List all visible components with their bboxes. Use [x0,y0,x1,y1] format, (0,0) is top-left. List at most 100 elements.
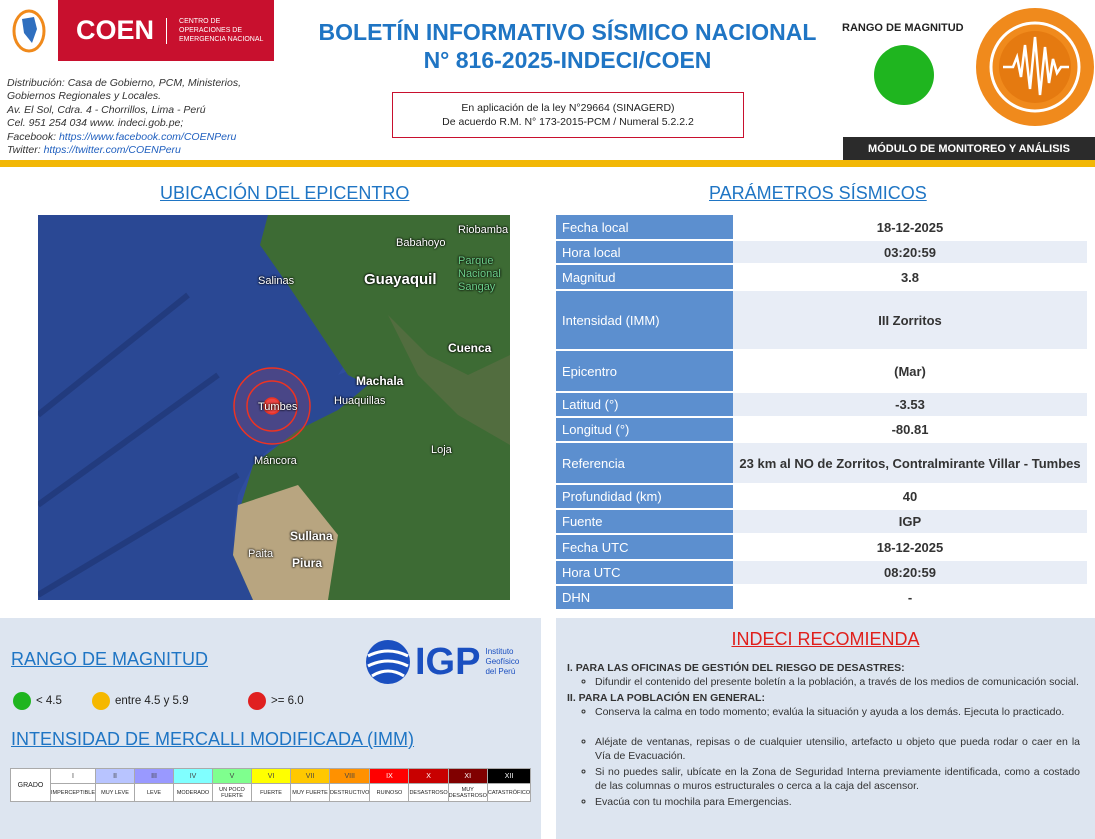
mercalli-level: XII [486,768,532,784]
param-row: Latitud (°) -3.53 [556,393,1087,416]
param-row: Fuente IGP [556,510,1087,533]
param-row: Magnitud 3.8 [556,265,1087,289]
mercalli-level: VIII [329,768,371,784]
param-label: DHN [556,586,733,609]
param-row: Epicentro (Mar) [556,351,1087,391]
param-row: Hora UTC 08:20:59 [556,561,1087,584]
mercalli-description: FUERTE [251,783,292,802]
map-label: Parque Nacional Sangay [458,255,501,293]
mercalli-level: X [408,768,449,784]
map-label: Guayaquil [364,271,437,288]
facebook-link[interactable]: https://www.facebook.com/COENPeru [58,130,237,143]
param-label: Latitud (°) [556,393,733,416]
mercalli-description: UN POCO FUERTE [212,783,253,802]
coen-subtitle: CENTRO DE OPERACIONES DE EMERGENCIA NACION… [179,18,264,43]
param-value: 18-12-2025 [733,535,1087,559]
param-value: 40 [733,485,1087,508]
mercalli-level: VI [251,768,292,784]
twitter-link[interactable]: https://twitter.com/COENPeru [43,144,181,157]
mercalli-description: MUY DESASTROSO [447,783,488,802]
mercalli-description: DESTRUCTIVO [329,783,371,802]
param-value: 3.8 [733,265,1087,289]
mercalli-level: I [49,768,97,784]
divider [0,160,1095,167]
mercalli-description: IMPERCEPTIBLE [49,783,97,802]
epicenter-title: UBICACIÓN DEL EPICENTRO [160,183,410,203]
epicenter-marker [233,367,311,445]
param-label: Epicentro [556,351,733,391]
params-title: PARÁMETROS SÍSMICOS [709,183,927,203]
param-label: Fecha local [556,215,733,239]
map-label: Cuenca [448,341,492,355]
map-label: Machala [356,374,404,388]
igp-globe-icon [366,640,410,684]
param-row: Hora local 03:20:59 [556,241,1087,263]
param-row: Fecha UTC 18-12-2025 [556,535,1087,559]
mercalli-level: IV [173,768,214,784]
map-label: Tumbes [258,401,298,413]
legend-red: >= 6.0 [248,692,304,710]
map-label: Sullana [290,529,333,543]
recommendations-panel [556,618,1095,839]
param-row: Profundidad (km) 40 [556,485,1087,508]
mercalli-level: V [212,768,253,784]
map-label: Loja [431,444,452,456]
coen-name: COEN [76,15,155,45]
param-label: Fecha UTC [556,535,733,559]
map-label: Piura [292,556,323,570]
param-value: -80.81 [733,418,1087,441]
epicenter-map[interactable]: Babahoyo Riobamba Salinas Guayaquil Parq… [38,215,510,600]
magnitude-range-title: RANGO DE MAGNITUD [11,649,209,669]
map-label: Máncora [254,455,297,467]
param-value: III Zorritos [733,291,1087,349]
map-label: Salinas [258,275,295,287]
legend-panel [0,618,541,839]
param-value: (Mar) [733,351,1087,391]
magnitude-indicator [874,45,934,105]
range-title: RANGO DE MAGNITUD [842,22,964,34]
map-label: Babahoyo [396,237,446,249]
map-label: Riobamba [458,224,509,236]
param-value: 18-12-2025 [733,215,1087,239]
param-value: - [733,586,1087,609]
seismograph-seal-icon [976,8,1094,126]
module-banner: MÓDULO DE MONITOREO Y ANÁLISIS [843,137,1095,160]
recommend-title: INDECI RECOMIENDA [731,629,920,649]
mercalli-description: RUINOSO [369,783,410,802]
mercalli-level: II [95,768,136,784]
legend-yellow: entre 4.5 y 5.9 [92,692,189,710]
mercalli-level: III [134,768,175,784]
red-dot-icon [248,692,266,710]
param-row: Referencia 23 km al NO de Zorritos, Contr… [556,443,1087,483]
mercalli-title: INTENSIDAD DE MERCALLI MODIFICADA (IMM) [11,729,415,749]
bulletin-title: BOLETÍN INFORMATIVO SÍSMICO NACIONAL N° 8… [318,19,817,73]
mercalli-description: LEVE [134,783,175,802]
param-row: Intensidad (IMM) III Zorritos [556,291,1087,349]
mercalli-level: VII [290,768,331,784]
seismic-parameters-table: Fecha local 18-12-2025 Hora local 03:20:59 M… [556,213,1087,611]
law-box: En aplicación de la ley N°29664 (SINAGER… [392,92,744,138]
yellow-dot-icon [92,692,110,710]
mercalli-description: DESASTROSO [408,783,449,802]
mercalli-description: MUY LEVE [95,783,136,802]
param-value: 03:20:59 [733,241,1087,263]
legend-green: < 4.5 [13,692,62,710]
param-label: Profundidad (km) [556,485,733,508]
param-label: Intensidad (IMM) [556,291,733,349]
mercalli-level: IX [369,768,410,784]
mercalli-description: MUY FUERTE [290,783,331,802]
param-label: Longitud (°) [556,418,733,441]
param-label: Hora local [556,241,733,263]
green-dot-icon [13,692,31,710]
param-row: DHN - [556,586,1087,609]
param-label: Magnitud [556,265,733,289]
igp-logo: IGP Instituto Geofísico del Perú [364,638,519,686]
distribution-info: Distribución: Casa de Gobierno, PCM, Min… [7,77,242,157]
mercalli-scale-table: GRADO I II III IV V VI VII VIII IX X XI XII IMPERCEP… [10,768,532,802]
param-value: 23 km al NO de Zorritos, Contralmirante … [733,443,1087,483]
param-row: Longitud (°) -80.81 [556,418,1087,441]
recommendations: I. PARA LAS OFICINAS DE GESTIÓN DEL RIES… [567,661,1080,811]
map-label: Paita [248,548,274,560]
param-value: 08:20:59 [733,561,1087,584]
param-label: Fuente [556,510,733,533]
